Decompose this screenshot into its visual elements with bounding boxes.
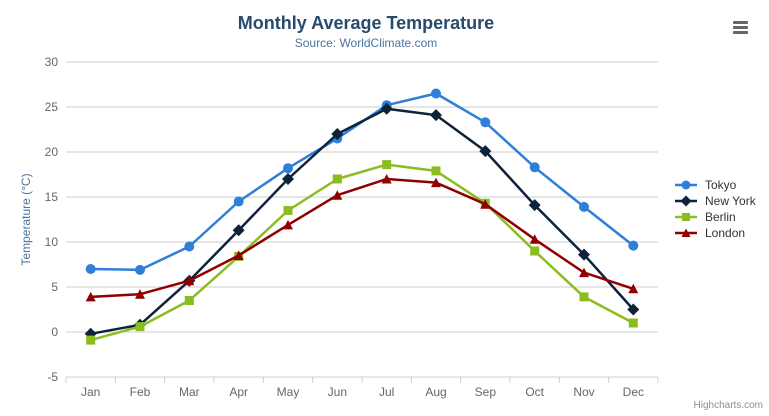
menu-bar bbox=[733, 26, 748, 29]
data-point[interactable] bbox=[627, 303, 640, 316]
series-markers-new-york bbox=[84, 102, 640, 340]
data-point[interactable] bbox=[529, 162, 540, 173]
data-point bbox=[681, 228, 691, 237]
data-point[interactable] bbox=[332, 190, 343, 200]
legend: Tokyo New York Berlin London bbox=[674, 177, 756, 241]
data-point bbox=[682, 213, 690, 221]
export-menu-icon[interactable] bbox=[733, 21, 748, 34]
y-axis-tick-label: 30 bbox=[45, 55, 59, 69]
x-axis-tick-label: Mar bbox=[179, 385, 200, 399]
series-line-new-york[interactable] bbox=[89, 107, 635, 336]
legend-label: Berlin bbox=[705, 210, 736, 224]
legend-label: London bbox=[705, 226, 746, 240]
series-markers-tokyo bbox=[85, 88, 639, 275]
data-point[interactable] bbox=[233, 196, 244, 207]
x-axis-tick-label: Aug bbox=[425, 385, 446, 399]
data-point[interactable] bbox=[530, 246, 540, 256]
x-axis-tick-label: Apr bbox=[229, 385, 248, 399]
highcharts-credit-link[interactable]: Highcharts.com bbox=[693, 400, 763, 411]
data-point[interactable] bbox=[184, 275, 195, 286]
data-point[interactable] bbox=[431, 166, 441, 176]
chart-title: Monthly Average Temperature bbox=[237, 13, 495, 33]
data-point[interactable] bbox=[85, 291, 96, 302]
data-point[interactable] bbox=[578, 248, 590, 261]
data-point[interactable] bbox=[381, 174, 392, 184]
data-point[interactable] bbox=[233, 250, 244, 261]
y-axis-tick-label: 5 bbox=[51, 280, 58, 294]
legend-symbol bbox=[675, 180, 697, 190]
x-axis-tick-label: Dec bbox=[623, 385, 644, 399]
y-axis-tick-label: 0 bbox=[51, 325, 58, 339]
data-point[interactable] bbox=[283, 206, 293, 215]
menu-bar bbox=[733, 21, 748, 24]
data-point[interactable] bbox=[85, 264, 96, 274]
x-axis-tick-label: Oct bbox=[525, 385, 544, 399]
chart-subtitle: Source: WorldClimate.com bbox=[294, 36, 438, 50]
data-point[interactable] bbox=[529, 234, 540, 244]
x-axis-tick-label: May bbox=[277, 385, 300, 399]
menu-bar bbox=[733, 31, 748, 34]
x-axis-tick-label: Jan bbox=[81, 385, 100, 399]
data-point[interactable] bbox=[479, 145, 492, 158]
y-axis-tick-label: 15 bbox=[45, 190, 59, 204]
legend-symbol bbox=[675, 213, 697, 221]
data-point[interactable] bbox=[86, 335, 96, 345]
legend-item-berlin[interactable]: Berlin bbox=[674, 209, 756, 225]
y-axis-title: Temperature (°C) bbox=[19, 173, 33, 265]
data-point[interactable] bbox=[430, 109, 442, 122]
legend-label: New York bbox=[705, 194, 756, 208]
series-markers-london bbox=[85, 174, 639, 302]
legend-item-new-york[interactable]: New York bbox=[674, 193, 756, 209]
data-point[interactable] bbox=[283, 163, 293, 174]
y-axis-tick-label: -5 bbox=[47, 370, 58, 384]
legend-label: Tokyo bbox=[705, 178, 737, 192]
data-point[interactable] bbox=[232, 224, 245, 237]
data-point[interactable] bbox=[579, 292, 589, 302]
data-point[interactable] bbox=[184, 296, 194, 305]
legend-item-tokyo[interactable]: Tokyo bbox=[674, 177, 756, 193]
legend-symbol bbox=[675, 228, 697, 237]
data-point[interactable] bbox=[135, 289, 145, 299]
series-line-london[interactable] bbox=[89, 177, 635, 299]
legend-symbol bbox=[675, 195, 697, 207]
data-point[interactable] bbox=[579, 267, 589, 278]
data-point[interactable] bbox=[380, 102, 393, 115]
series-line-berlin[interactable] bbox=[89, 163, 635, 342]
data-point[interactable] bbox=[579, 201, 589, 212]
data-point[interactable] bbox=[283, 219, 293, 230]
y-axis-tick-label: 20 bbox=[45, 145, 59, 159]
data-point[interactable] bbox=[528, 199, 541, 212]
data-point[interactable] bbox=[628, 240, 639, 251]
data-point[interactable] bbox=[480, 117, 491, 128]
data-point bbox=[680, 195, 692, 207]
data-point[interactable] bbox=[431, 88, 441, 99]
data-point[interactable] bbox=[135, 322, 145, 332]
x-axis-tick-label: Nov bbox=[573, 385, 594, 399]
data-point[interactable] bbox=[628, 283, 639, 294]
series-line-tokyo[interactable] bbox=[89, 92, 635, 272]
data-point[interactable] bbox=[628, 318, 638, 328]
data-point[interactable] bbox=[135, 264, 145, 275]
data-point[interactable] bbox=[431, 177, 441, 188]
x-axis-tick-label: Sep bbox=[475, 385, 497, 399]
y-axis-tick-label: 25 bbox=[45, 100, 59, 114]
data-point[interactable] bbox=[332, 174, 342, 184]
y-axis-tick-label: 10 bbox=[45, 235, 59, 249]
data-point[interactable] bbox=[382, 160, 392, 170]
data-point[interactable] bbox=[480, 199, 491, 209]
data-point[interactable] bbox=[184, 241, 195, 252]
x-axis-tick-label: Feb bbox=[130, 385, 151, 399]
data-point[interactable] bbox=[282, 173, 294, 185]
x-axis-tick-label: Jul bbox=[379, 385, 394, 399]
legend-item-london[interactable]: London bbox=[674, 225, 756, 241]
data-point[interactable] bbox=[331, 128, 344, 140]
x-axis-tick-label: Jun bbox=[328, 385, 347, 399]
data-point bbox=[681, 180, 691, 190]
